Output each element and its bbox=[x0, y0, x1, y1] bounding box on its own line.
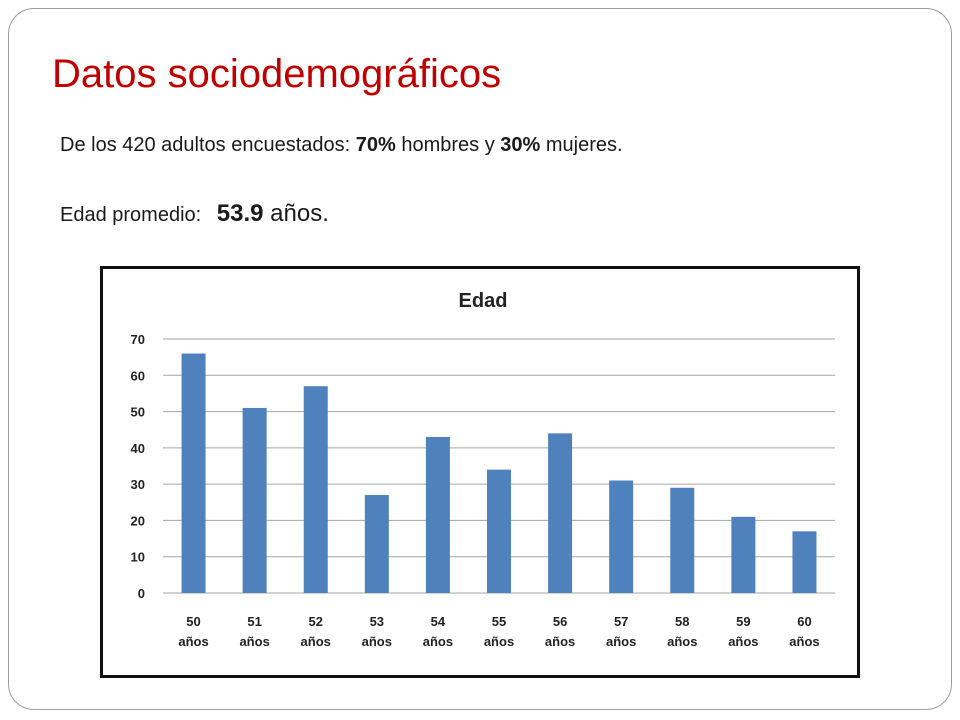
y-tick-label: 20 bbox=[131, 513, 145, 528]
summary-suffix: mujeres. bbox=[540, 134, 623, 156]
x-tick-label: años bbox=[239, 634, 269, 649]
x-tick-label: 53 bbox=[370, 614, 384, 629]
bar-52 bbox=[303, 386, 328, 593]
slide-frame bbox=[8, 8, 952, 710]
respondents-summary: De los 420 adultos encuestados: 70% homb… bbox=[60, 134, 623, 157]
y-tick-label: 40 bbox=[131, 441, 145, 456]
bar-53 bbox=[364, 495, 389, 593]
bar-51 bbox=[242, 407, 267, 593]
bar-55 bbox=[487, 469, 511, 593]
x-tick-label: años bbox=[362, 634, 392, 649]
age-chart: Edad 0 10 20 30 40 50 60 70 50 años 51 años 52 años 53… bbox=[100, 266, 860, 678]
y-tick-label: 30 bbox=[131, 477, 145, 492]
women-percentage: 30% bbox=[500, 134, 541, 156]
slide-title: Datos sociodemográficos bbox=[52, 52, 502, 96]
x-tick-label: 56 bbox=[553, 614, 567, 629]
x-tick-label: años bbox=[667, 634, 697, 649]
y-tick-label: 70 bbox=[131, 332, 145, 347]
bar-54 bbox=[425, 436, 450, 593]
bar-58 bbox=[670, 487, 695, 593]
y-tick-label: 50 bbox=[131, 405, 145, 420]
bar-57 bbox=[609, 480, 634, 593]
x-tick-label: años bbox=[728, 634, 758, 649]
x-tick-label: 55 bbox=[492, 614, 506, 629]
x-tick-label: 51 bbox=[247, 614, 261, 629]
y-tick-label: 10 bbox=[131, 550, 145, 565]
bar-59 bbox=[731, 516, 756, 593]
x-tick-label: 57 bbox=[614, 614, 628, 629]
x-tick-label: 60 bbox=[797, 614, 811, 629]
average-age-value: 53.9 bbox=[216, 200, 264, 227]
x-tick-label: 50 bbox=[186, 614, 200, 629]
x-tick-label: años bbox=[423, 634, 453, 649]
y-tick-label: 60 bbox=[131, 368, 145, 383]
x-tick-label: años bbox=[545, 634, 575, 649]
x-tick-label: años bbox=[178, 634, 208, 649]
age-bar-chart-svg: Edad 0 10 20 30 40 50 60 70 50 años 51 años 52 años 53… bbox=[131, 290, 835, 649]
men-percentage: 70% bbox=[355, 134, 396, 156]
summary-prefix: De los 420 adultos encuestados: bbox=[60, 134, 356, 156]
bar-56 bbox=[548, 433, 573, 593]
x-tick-label: 52 bbox=[308, 614, 322, 629]
summary-middle: hombres y bbox=[395, 134, 501, 156]
x-tick-label: años bbox=[484, 634, 514, 649]
average-age: Edad promedio: 53.9 años. bbox=[60, 200, 329, 228]
x-tick-label: 58 bbox=[675, 614, 689, 629]
bar-50 bbox=[181, 353, 206, 593]
x-tick-label: años bbox=[789, 634, 819, 649]
average-age-unit: años. bbox=[263, 200, 329, 227]
bar-60 bbox=[792, 531, 817, 593]
x-tick-label: años bbox=[301, 634, 331, 649]
x-tick-label: años bbox=[606, 634, 636, 649]
x-tick-label: 59 bbox=[736, 614, 750, 629]
average-age-label: Edad promedio: bbox=[60, 204, 202, 226]
chart-title: Edad bbox=[459, 290, 508, 312]
y-tick-label: 0 bbox=[138, 586, 145, 601]
x-tick-label: 54 bbox=[431, 614, 446, 629]
